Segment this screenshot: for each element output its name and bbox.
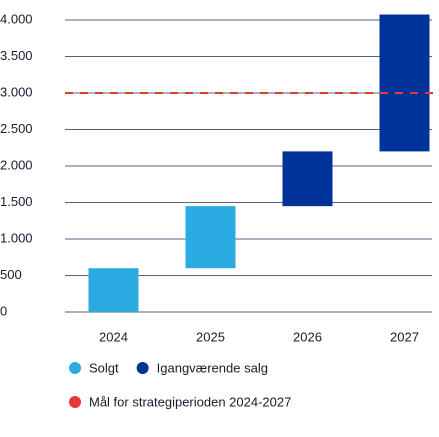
x-tick-label: 2026	[293, 329, 322, 344]
x-tick-label: 2024	[99, 329, 128, 344]
bar	[282, 151, 333, 207]
legend-label: Solgt	[89, 360, 119, 375]
y-tick-label: 4.000	[0, 11, 33, 26]
y-tick-label: 3.000	[0, 84, 33, 99]
y-tick-label: 1.000	[0, 230, 33, 245]
legend-label: Mål for strategiperioden 2024-2027	[89, 394, 291, 409]
y-tick-label: 500	[0, 267, 22, 282]
bar	[379, 14, 430, 152]
y-tick-label: 2.000	[0, 157, 33, 172]
y-tick-label: 0	[0, 303, 7, 318]
legend-marker	[69, 362, 81, 374]
bar	[88, 268, 139, 312]
legend-label: Igangværende salg	[157, 360, 268, 375]
y-tick-label: 1.500	[0, 194, 33, 209]
x-tick-label: 2025	[196, 329, 225, 344]
y-tick-label: 2.500	[0, 121, 33, 136]
x-tick-label: 2027	[390, 329, 419, 344]
bar	[185, 206, 236, 269]
y-tick-label: 3.500	[0, 48, 33, 63]
legend-marker	[136, 362, 149, 374]
legend-marker	[69, 396, 81, 408]
